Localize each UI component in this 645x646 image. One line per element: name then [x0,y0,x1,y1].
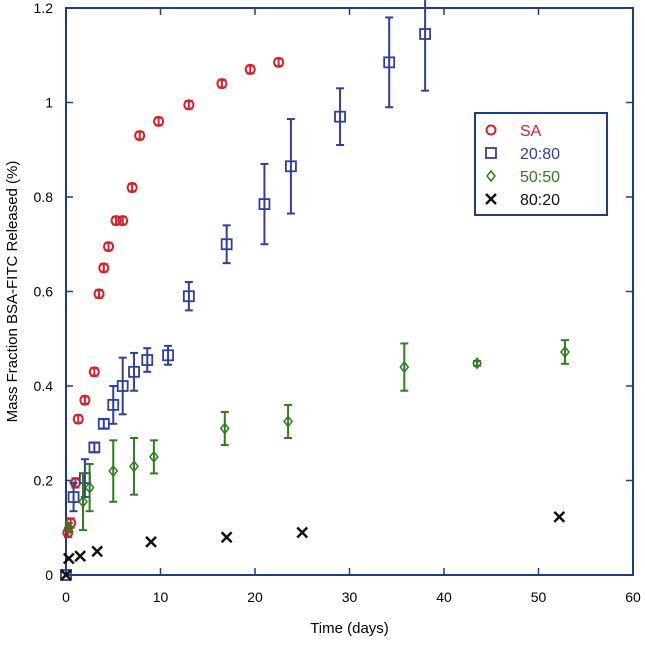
ticks-layer: 0 10 20 30 40 50 60 0 0.2 0.4 0.6 0.8 1 1.2 [34,0,641,605]
y-tick-label: 0.4 [34,378,54,394]
legend-marker [485,124,497,136]
data-point [108,464,119,478]
data-point [91,545,104,558]
x-mark-stroke [145,536,157,548]
x-mark-stroke [74,550,87,562]
data-point [134,130,146,142]
data-point [183,99,195,111]
legend-marker [486,169,496,183]
x-mark-stroke [553,510,566,523]
data-point [128,365,140,378]
x-tick-label: 40 [436,589,452,605]
data-point [74,550,87,562]
y-axis-label: Mass Fraction BSA-FITC Released (%) [4,161,21,423]
data-point [258,198,271,210]
x-mark-stroke [296,526,309,539]
data-point [88,441,101,454]
x-mark-stroke [91,545,104,558]
data-point [148,450,159,464]
x-mark-stroke [220,531,233,544]
data-point [84,481,95,494]
data-point [62,552,75,565]
x-axis-label: Time (days) [310,620,389,637]
data-point [283,415,294,428]
data-point [103,241,115,253]
data-point [219,422,230,435]
data-point [399,360,410,374]
data-point [216,78,228,90]
data-point [107,398,120,411]
data-point [79,394,91,406]
legend-label: 80:20 [520,192,560,209]
data-point [93,288,105,300]
legend-marker [485,147,497,159]
data-point [97,417,110,430]
legend-box [474,112,608,216]
data-point [244,63,256,75]
series-20-80 [60,0,432,581]
legend-label: 50:50 [520,169,560,186]
data-point [383,56,396,69]
data-point [296,526,309,539]
data-point [126,182,138,194]
data-point [60,569,72,581]
x-tick-label: 30 [342,589,358,605]
x-mark-stroke [60,569,72,581]
x-mark-stroke [485,193,497,205]
y-tick-label: 1.2 [34,0,54,16]
data-point [220,238,233,251]
x-tick-label: 60 [625,589,641,605]
data-point [72,413,84,425]
data-point [129,460,140,473]
data-point [153,115,165,127]
data-point [78,495,88,508]
x-tick-label: 0 [62,589,70,605]
data-point [559,345,570,359]
legend-label: 20:80 [520,146,560,163]
data-point [419,28,432,40]
legend-label: SA [520,123,542,140]
data-point [472,357,483,370]
x-tick-label: 10 [153,589,169,605]
series-50-50 [63,339,570,534]
x-tick-label: 50 [531,589,547,605]
data-point [63,521,74,534]
data-point [273,56,285,68]
x-mark-stroke [62,552,75,565]
data-point [162,349,174,362]
series-SA [62,56,285,539]
y-tick-label: 0 [45,567,53,583]
series-layer [60,0,570,581]
data-point [145,536,157,548]
data-point [220,531,233,544]
data-point [285,160,297,173]
data-point [141,354,154,366]
plot-frame [65,7,634,576]
legend: SA 20:80 50:50 80:20 [485,123,560,209]
data-point [110,215,122,227]
data-point [116,380,129,392]
data-point [98,262,110,274]
y-tick-label: 0.2 [34,473,54,489]
data-point [88,366,100,378]
series-80-20 [60,510,566,581]
y-tick-label: 0.6 [34,284,54,300]
legend-marker [485,193,497,205]
data-point [182,290,195,303]
y-tick-label: 1 [45,95,53,111]
data-point [67,491,80,503]
y-tick-label: 0.8 [34,189,54,205]
data-point [117,215,129,227]
x-tick-label: 20 [247,589,263,605]
data-point [334,110,346,123]
data-point [60,569,72,581]
data-point [553,510,566,523]
